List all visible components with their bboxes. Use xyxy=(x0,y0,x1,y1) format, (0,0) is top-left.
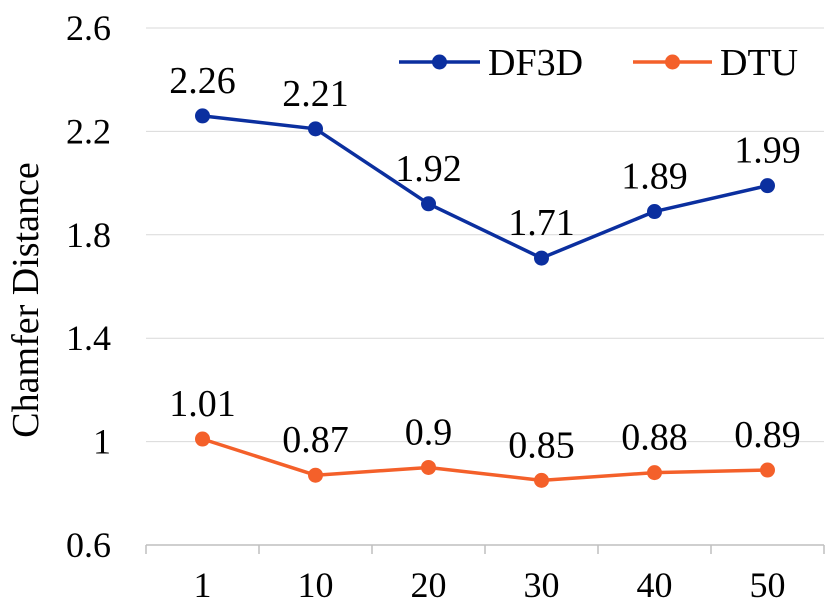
x-tick-label: 20 xyxy=(411,565,447,605)
grid-lines xyxy=(146,27,824,443)
data-point-dtu xyxy=(308,467,323,483)
y-tick-label: 2.2 xyxy=(66,111,111,151)
data-label-df3d: 1.89 xyxy=(621,156,688,198)
y-tick-labels: 0.6 1 1.4 1.8 2.2 2.6 xyxy=(66,8,111,565)
x-tick-label: 1 xyxy=(194,565,212,605)
series-df3d-line xyxy=(202,114,768,260)
data-label-df3d: 2.21 xyxy=(282,73,349,115)
y-tick-label: 2.6 xyxy=(66,8,111,48)
x-tick-labels: 1 10 20 30 40 50 xyxy=(145,545,825,605)
x-tick-label: 10 xyxy=(298,565,334,605)
data-label-dtu: 1.01 xyxy=(169,383,236,425)
x-tick-label: 40 xyxy=(637,565,673,605)
y-axis-label: Chamfer Distance xyxy=(5,162,47,437)
series-df3d: 2.26 2.21 1.92 1.71 1.89 1.99 xyxy=(169,60,801,266)
data-label-dtu: 0.88 xyxy=(621,417,688,459)
data-label-df3d: 1.71 xyxy=(508,202,575,244)
data-label-dtu: 0.89 xyxy=(734,414,801,456)
legend-df3d-marker xyxy=(432,54,447,70)
data-point-df3d xyxy=(195,108,210,124)
x-tick-label: 30 xyxy=(524,565,560,605)
data-point-dtu xyxy=(760,462,775,478)
data-point-dtu xyxy=(421,459,436,475)
legend-dtu-marker xyxy=(665,54,680,70)
data-point-dtu xyxy=(647,465,662,481)
data-label-df3d: 1.92 xyxy=(395,148,462,190)
y-tick-label: 1.8 xyxy=(66,215,111,255)
data-label-df3d: 2.26 xyxy=(169,60,236,102)
data-point-df3d xyxy=(308,121,323,137)
series-dtu: 1.01 0.87 0.9 0.85 0.88 0.89 xyxy=(169,383,801,488)
legend-df3d-label: DF3D xyxy=(488,42,583,84)
data-label-dtu: 0.87 xyxy=(282,419,349,461)
data-point-df3d xyxy=(760,178,775,194)
y-tick-label: 1 xyxy=(93,422,111,462)
data-point-df3d xyxy=(647,204,662,220)
legend: DF3D DTU xyxy=(399,42,798,84)
y-tick-label: 0.6 xyxy=(66,525,111,565)
data-point-dtu xyxy=(195,431,210,447)
x-tick-label: 50 xyxy=(750,565,786,605)
data-point-dtu xyxy=(534,472,549,488)
data-label-dtu: 0.85 xyxy=(508,424,575,466)
legend-dtu-label: DTU xyxy=(720,42,798,84)
data-label-dtu: 0.9 xyxy=(405,411,453,453)
data-point-df3d xyxy=(534,250,549,266)
series-dtu-line xyxy=(201,437,768,483)
data-point-df3d xyxy=(421,196,436,212)
series: 2.26 2.21 1.92 1.71 1.89 1.99 1.01 0.87 0.9 0.85 0… xyxy=(169,60,801,488)
data-label-df3d: 1.99 xyxy=(734,130,801,172)
y-tick-label: 1.4 xyxy=(66,318,111,358)
